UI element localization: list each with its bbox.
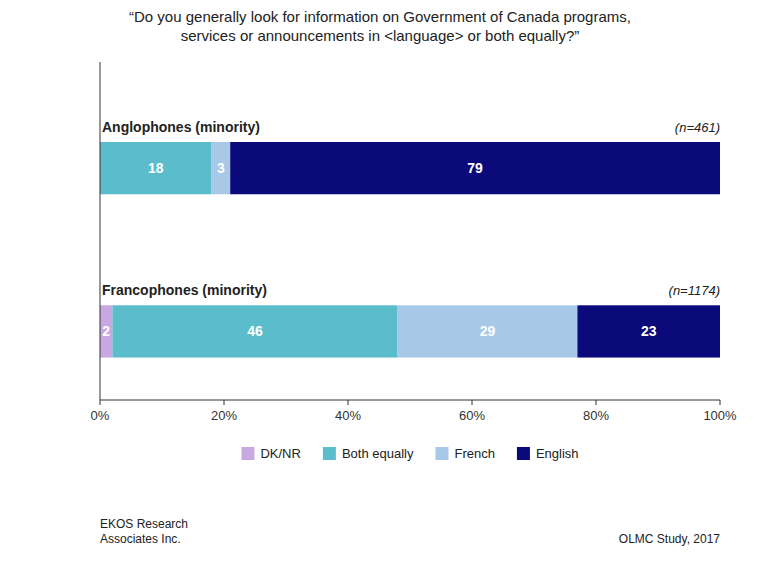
sample-size: (n=1174)	[669, 283, 720, 298]
footer-right: OLMC Study, 2017	[619, 532, 720, 546]
x-tick	[720, 400, 721, 405]
legend-label: French	[454, 446, 494, 461]
data-labels: 18 3 79 2 46 29 23	[102, 160, 656, 339]
x-tick	[472, 400, 473, 405]
x-tick-label: 100%	[703, 408, 737, 423]
legend-label: DK/NR	[260, 446, 300, 461]
data-label: 23	[641, 323, 657, 339]
data-label: 3	[217, 160, 225, 176]
legend-swatch	[517, 447, 530, 460]
x-tick-label: 20%	[211, 408, 237, 423]
legend-item: French	[435, 446, 494, 461]
data-label: 79	[467, 160, 483, 176]
legend-swatch	[435, 447, 448, 460]
footer-line: EKOS Research	[100, 517, 188, 531]
category-label: Francophones (minority)	[102, 282, 267, 298]
bar-segment	[398, 305, 578, 357]
footer-line: Associates Inc.	[100, 532, 181, 546]
legend-item: Both equally	[323, 446, 414, 461]
x-tick-label: 80%	[583, 408, 609, 423]
sample-size: (n=461)	[675, 120, 720, 135]
x-axis-line	[100, 400, 720, 401]
x-tick	[596, 400, 597, 405]
x-tick-label: 0%	[91, 408, 110, 423]
subtitle: services or announcements in <language> …	[181, 27, 580, 44]
bar-segment	[100, 305, 112, 357]
data-label: 29	[480, 323, 496, 339]
legend-item: DK/NR	[241, 446, 300, 461]
data-label: 46	[247, 323, 263, 339]
x-tick	[348, 400, 349, 405]
title: “Do you generally look for information o…	[129, 8, 631, 25]
x-tick	[224, 400, 225, 405]
x-tick-label: 60%	[459, 408, 485, 423]
legend-label: English	[536, 446, 579, 461]
chart: “Do you generally look for information o…	[0, 0, 760, 570]
footer-left: EKOS ResearchAssociates Inc.	[100, 517, 188, 546]
bars	[100, 142, 720, 358]
x-tick-label: 40%	[335, 408, 361, 423]
data-label: 2	[102, 323, 110, 339]
data-label: 18	[148, 160, 164, 176]
bar-segment	[112, 305, 397, 357]
legend-swatch	[241, 447, 254, 460]
legend: DK/NR Both equally French English	[241, 446, 578, 461]
x-tick	[100, 400, 101, 405]
legend-label: Both equally	[342, 446, 414, 461]
category-label: Anglophones (minority)	[102, 119, 260, 135]
bar-segment	[212, 142, 231, 194]
legend-item: English	[517, 446, 579, 461]
bar-segment	[230, 142, 720, 194]
bar-segment	[100, 142, 212, 194]
legend-swatch	[323, 447, 336, 460]
y-axis-line	[100, 62, 101, 400]
bar-segment	[577, 305, 720, 357]
